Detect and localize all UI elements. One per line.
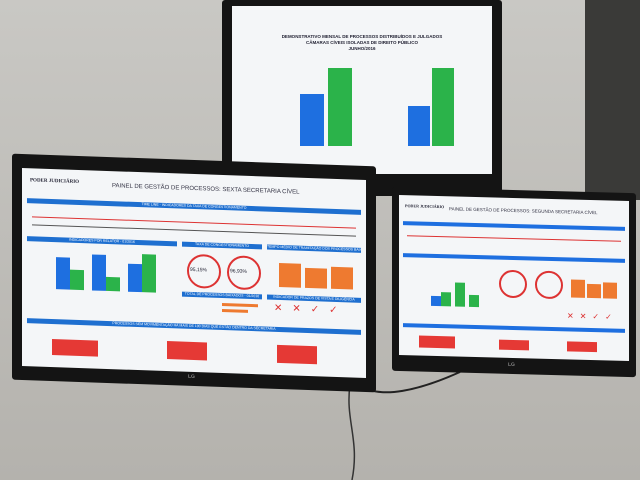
right-screen: PODER JUDICIÁRIO PAINEL DE GESTÃO DE PRO… xyxy=(399,194,629,362)
brand-logo: LG xyxy=(188,373,195,381)
top-screen: DEMONSTRATIVO MENSAL DE PROCESSOS DISTRI… xyxy=(232,6,492,174)
bar-group xyxy=(292,66,352,146)
decor xyxy=(279,262,301,288)
decor xyxy=(431,295,441,307)
screen-title: PAINEL DE GESTÃO DE PROCESSOS: SEGUNDA S… xyxy=(449,206,598,216)
decor xyxy=(106,276,120,292)
decor xyxy=(535,270,563,300)
decor xyxy=(571,279,585,298)
decor xyxy=(407,235,621,242)
decor xyxy=(419,335,455,349)
gauge-label: 96,93% xyxy=(230,268,247,275)
bar-chart xyxy=(277,261,357,290)
title-line: CÂMARAS CÍVEIS ISOLADAS DE DIREITO PÚBLI… xyxy=(306,40,418,45)
decor xyxy=(499,339,529,351)
decor xyxy=(603,282,617,299)
section-header: TOTAL DE PROCESSOS BAIXADOS - 01/2016 xyxy=(182,291,262,300)
decor xyxy=(348,384,356,480)
decor xyxy=(56,257,70,290)
section-header: TAXA DE CONGESTIONAMENTO xyxy=(182,241,262,250)
decor xyxy=(408,106,430,146)
bar-chart xyxy=(569,279,621,299)
section-header: TIME LINE - INDICADORES DA TAXA DE CONGE… xyxy=(27,198,361,215)
decor xyxy=(328,68,352,146)
logo: PODER JUDICIÁRIO xyxy=(405,203,445,210)
decor xyxy=(128,263,142,293)
logo: PODER JUDICIÁRIO xyxy=(30,178,80,185)
section-header: INDICADORES POR RELATOR - 01/2016 xyxy=(27,236,177,247)
bar-chart xyxy=(52,249,162,293)
section-header: TEMPO MÉDIO DE TRAMITAÇÃO DOS PROCESSOS … xyxy=(267,244,361,253)
section-header: PROCESSOS SEM MOVIMENTAÇÃO HÁ MAIS DE 10… xyxy=(27,318,361,335)
decor xyxy=(403,253,625,263)
right-monitor: PODER JUDICIÁRIO PAINEL DE GESTÃO DE PRO… xyxy=(392,186,636,378)
decor xyxy=(331,266,353,290)
decor xyxy=(585,0,640,200)
decor xyxy=(432,68,454,146)
chart-title: DEMONSTRATIVO MENSAL DE PROCESSOS DISTRI… xyxy=(232,34,492,52)
screen-title: PAINEL DE GESTÃO DE PROCESSOS: SEXTA SEC… xyxy=(112,183,300,196)
left-screen: PODER JUDICIÁRIO PAINEL DE GESTÃO DE PRO… xyxy=(22,167,366,379)
bar-chart xyxy=(429,276,489,308)
decor xyxy=(403,323,625,333)
decor xyxy=(587,283,601,299)
decor xyxy=(92,254,106,291)
title-line: DEMONSTRATIVO MENSAL DE PROCESSOS DISTRI… xyxy=(281,34,443,39)
decor xyxy=(222,308,248,313)
left-monitor: PODER JUDICIÁRIO PAINEL DE GESTÃO DE PRO… xyxy=(12,153,376,393)
decor xyxy=(277,344,317,365)
decor xyxy=(167,341,207,361)
decor xyxy=(52,339,98,357)
brand-logo: LG xyxy=(508,361,515,369)
decor xyxy=(222,302,258,308)
decor xyxy=(455,282,465,307)
decor xyxy=(300,94,324,146)
decor xyxy=(567,341,597,353)
decor xyxy=(305,267,327,289)
decor xyxy=(441,292,451,307)
decor: ✕✕✓✓ xyxy=(274,302,348,317)
decor xyxy=(469,294,479,308)
decor xyxy=(499,269,527,299)
bar-group xyxy=(400,66,460,146)
section-header: INDICADOR DE PRAZOS DE VISTA E DILIGÊNCI… xyxy=(267,294,361,303)
decor xyxy=(142,254,156,293)
top-monitor: DEMONSTRATIVO MENSAL DE PROCESSOS DISTRI… xyxy=(222,0,502,196)
gauge-label: 95,15% xyxy=(190,266,207,274)
title-line: JUNHO/2016 xyxy=(348,46,376,51)
decor xyxy=(70,269,84,291)
decor xyxy=(403,221,625,231)
decor: ✕✕✓✓ xyxy=(567,311,618,322)
